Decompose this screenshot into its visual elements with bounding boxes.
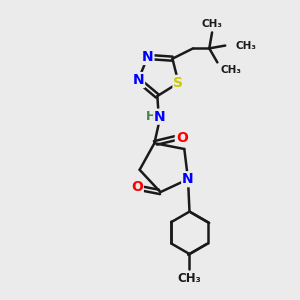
Text: S: S [173,76,184,90]
Text: H: H [146,110,156,123]
Text: N: N [133,73,144,87]
Text: O: O [131,180,143,194]
Text: CH₃: CH₃ [220,65,241,75]
Text: CH₃: CH₃ [236,40,256,51]
Text: N: N [154,110,166,124]
Text: N: N [142,50,153,64]
Text: CH₃: CH₃ [178,272,201,285]
Text: O: O [176,131,188,145]
Text: N: N [182,172,194,186]
Text: CH₃: CH₃ [202,19,223,29]
